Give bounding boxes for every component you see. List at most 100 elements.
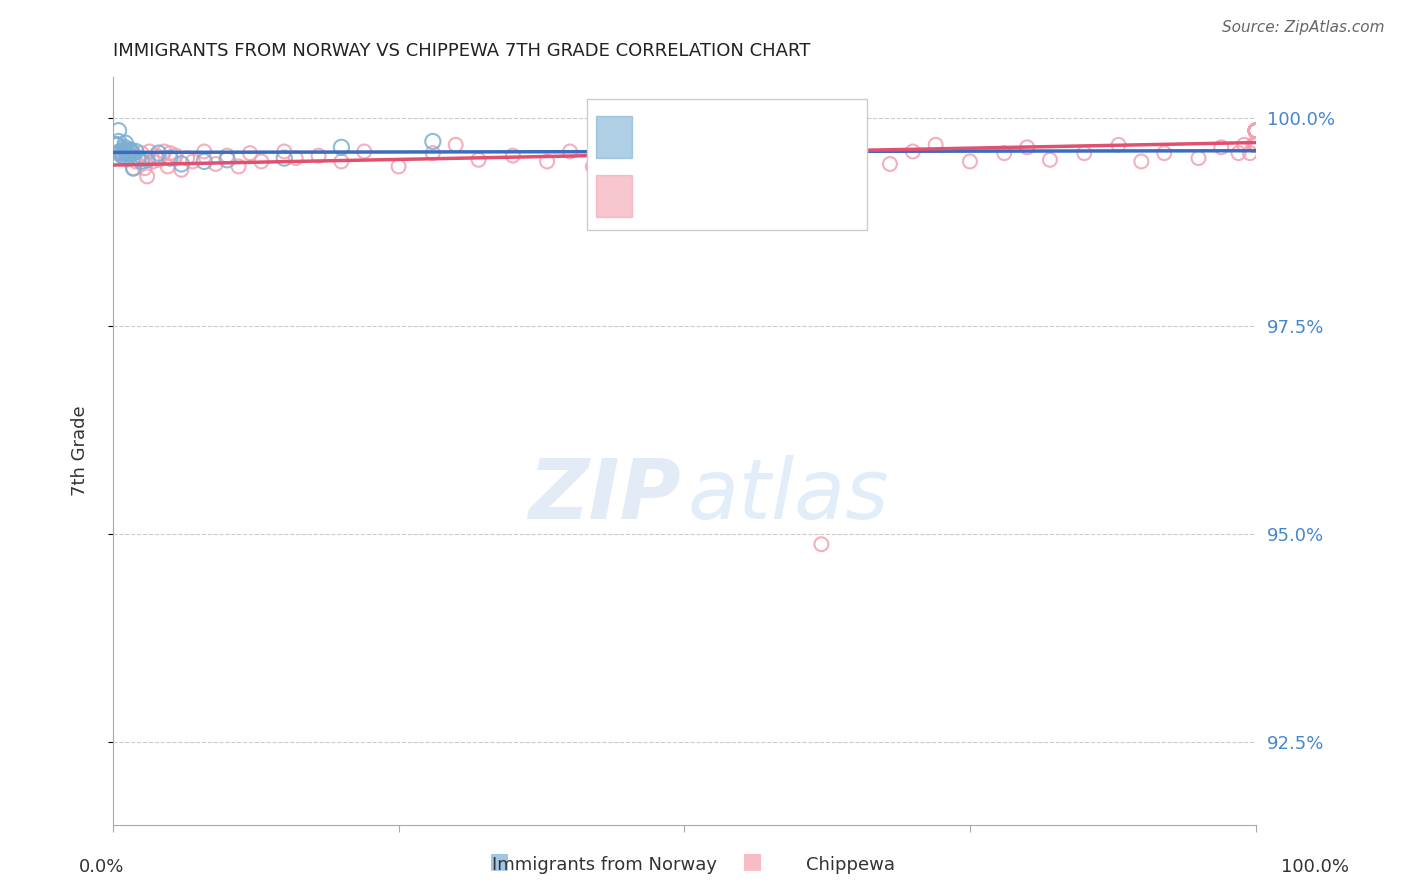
Point — [810, 154, 832, 169]
Point — [1244, 123, 1267, 137]
Point — [217, 148, 239, 162]
Point — [159, 151, 181, 165]
Point — [1017, 140, 1039, 154]
Point — [193, 145, 215, 159]
Point — [582, 160, 605, 174]
Point — [308, 148, 330, 162]
Point — [112, 146, 135, 161]
Point — [131, 146, 153, 161]
Point — [110, 145, 132, 159]
Point — [993, 146, 1015, 161]
Point — [112, 140, 135, 154]
Point — [250, 154, 273, 169]
Point — [176, 151, 198, 165]
Point — [138, 145, 160, 159]
Point — [959, 154, 981, 169]
Point — [1239, 146, 1261, 161]
Point — [1244, 123, 1267, 137]
Point — [1244, 123, 1267, 137]
Point — [114, 136, 136, 150]
Point — [1244, 123, 1267, 137]
Point — [1130, 154, 1153, 169]
Point — [787, 145, 810, 159]
Point — [148, 146, 170, 161]
Point — [228, 160, 250, 174]
Point — [1244, 137, 1267, 152]
Point — [901, 145, 924, 159]
Point — [1244, 123, 1267, 137]
Point — [273, 145, 295, 159]
Point — [1244, 123, 1267, 137]
Text: 0.0%: 0.0% — [79, 858, 124, 876]
Point — [239, 146, 262, 161]
Point — [536, 154, 558, 169]
Point — [1244, 137, 1267, 152]
Point — [696, 145, 718, 159]
Point — [730, 160, 752, 174]
Text: Source: ZipAtlas.com: Source: ZipAtlas.com — [1222, 20, 1385, 35]
Point — [353, 145, 375, 159]
Text: Chippewa: Chippewa — [806, 855, 896, 873]
Point — [673, 154, 696, 169]
Point — [127, 151, 149, 165]
Text: 100.0%: 100.0% — [1281, 858, 1348, 876]
Point — [1244, 123, 1267, 137]
Text: Immigrants from Norway: Immigrants from Norway — [492, 855, 717, 873]
Point — [107, 123, 129, 137]
Point — [1244, 123, 1267, 137]
Point — [1244, 123, 1267, 137]
Point — [165, 148, 187, 162]
Point — [1244, 123, 1267, 137]
Point — [105, 137, 128, 152]
Point — [1244, 123, 1267, 137]
Point — [616, 148, 638, 162]
Point — [112, 146, 135, 161]
Point — [170, 162, 193, 177]
Point — [1244, 123, 1267, 137]
Point — [117, 145, 139, 159]
Point — [122, 161, 145, 175]
Point — [879, 157, 901, 171]
Point — [422, 146, 444, 161]
Point — [845, 146, 868, 161]
Point — [1244, 123, 1267, 137]
Point — [330, 140, 353, 154]
Point — [105, 137, 128, 152]
Point — [1244, 123, 1267, 137]
Point — [387, 160, 409, 174]
Text: atlas: atlas — [688, 456, 890, 536]
Point — [1244, 123, 1267, 137]
Point — [156, 160, 179, 174]
Point — [1244, 123, 1267, 137]
Point — [1244, 123, 1267, 137]
Point — [1244, 123, 1267, 137]
Point — [134, 161, 156, 175]
Point — [217, 153, 239, 167]
Point — [467, 153, 489, 167]
Text: IMMIGRANTS FROM NORWAY VS CHIPPEWA 7TH GRADE CORRELATION CHART: IMMIGRANTS FROM NORWAY VS CHIPPEWA 7TH G… — [112, 42, 810, 60]
Point — [120, 145, 142, 159]
Point — [1233, 137, 1256, 152]
Point — [122, 161, 145, 175]
Point — [650, 137, 672, 152]
Point — [107, 145, 129, 159]
Point — [1244, 123, 1267, 137]
Point — [181, 154, 204, 169]
Point — [1244, 137, 1267, 152]
Point — [112, 143, 135, 157]
Point — [1244, 123, 1267, 137]
Point — [1073, 146, 1095, 161]
Point — [108, 146, 131, 161]
Point — [115, 153, 138, 167]
Point — [273, 151, 295, 165]
Point — [1244, 123, 1267, 137]
Point — [1187, 151, 1209, 165]
Point — [1244, 137, 1267, 152]
Point — [111, 148, 134, 162]
Point — [1108, 137, 1130, 152]
Point — [1244, 123, 1267, 137]
Point — [1244, 123, 1267, 137]
Point — [1244, 123, 1267, 137]
Point — [1244, 123, 1267, 137]
Point — [131, 154, 153, 169]
